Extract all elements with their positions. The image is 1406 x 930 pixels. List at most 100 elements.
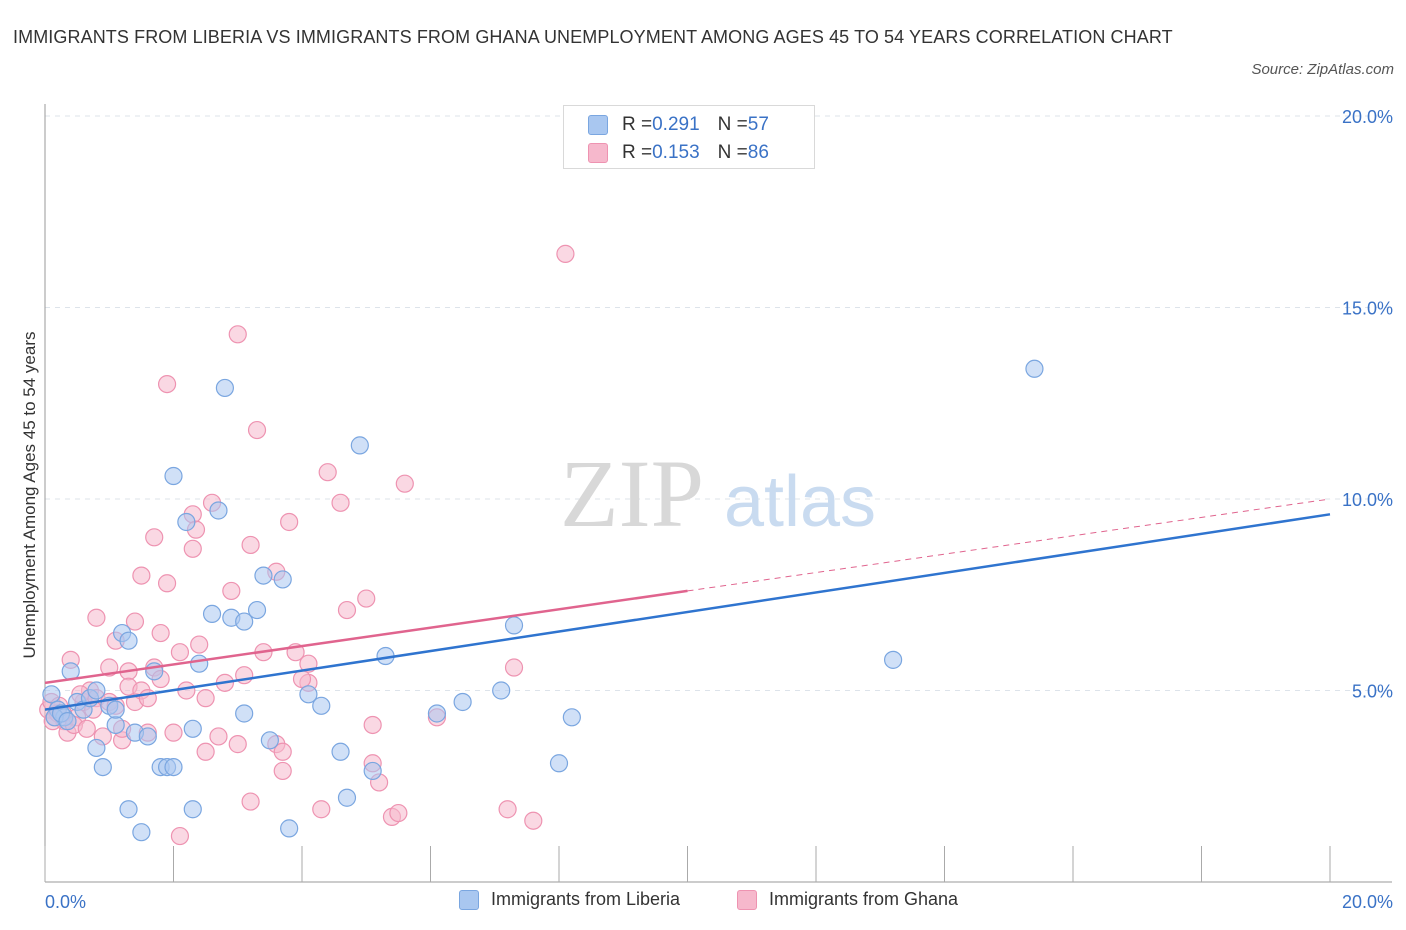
watermark-zip: ZIP: [560, 440, 704, 547]
liberia-point: [312, 696, 331, 715]
ghana-point: [77, 719, 96, 738]
bottom-liberia-label: Immigrants from Liberia: [491, 889, 681, 909]
ghana-point: [331, 493, 350, 512]
axes: [44, 104, 1392, 883]
grid-lines: [45, 115, 1392, 691]
bottom-legend-ghana: Immigrants from Ghana: [737, 889, 958, 910]
trend-lines: [44, 498, 1331, 711]
liberia-point: [350, 436, 369, 455]
ghana-point: [228, 735, 247, 754]
ghana-r-value: 0.153: [652, 142, 700, 163]
ghana-point: [395, 474, 414, 493]
ghana-point: [504, 658, 524, 677]
ghana-point: [292, 669, 312, 689]
ghana-point: [337, 600, 357, 620]
source-label: Source: ZipAtlas.com: [1251, 61, 1394, 78]
ghana-point: [170, 826, 190, 846]
ghana-point: [170, 643, 190, 662]
liberia-point: [138, 727, 157, 746]
liberia-point: [260, 731, 279, 750]
ghana-r-label: R =: [622, 142, 653, 163]
liberia-point: [254, 566, 273, 585]
liberia-point: [202, 604, 222, 624]
ghana-point: [157, 574, 177, 593]
ghana-trend-line: [44, 589, 688, 685]
ghana-trend-extension: [687, 498, 1331, 592]
ghana-point: [241, 792, 260, 811]
liberia-point: [235, 704, 254, 723]
liberia-point: [337, 788, 357, 807]
liberia-point: [58, 712, 77, 731]
liberia-point: [273, 570, 292, 589]
x-tick-label: 0.0%: [45, 892, 86, 912]
liberia-swatch: [588, 115, 608, 135]
liberia-point: [164, 757, 183, 777]
x-tick-label: 20.0%: [1342, 892, 1393, 912]
ghana-point: [190, 635, 209, 654]
ghana-point: [389, 803, 408, 823]
liberia-r-value: 0.291: [652, 114, 700, 135]
ghana-point: [151, 623, 170, 643]
liberia-point: [132, 823, 151, 842]
liberia-n-value: 57: [747, 114, 769, 135]
bottom-liberia-swatch: [459, 889, 479, 910]
ghana-point: [87, 608, 106, 627]
y-tick-label: 15.0%: [1342, 299, 1393, 319]
liberia-point: [106, 700, 125, 719]
ghana-n-label: N =: [717, 142, 748, 163]
ghana-point: [312, 800, 331, 819]
legend-row-ghana: R = 0.153 N = 86: [588, 142, 769, 164]
ghana-point: [273, 742, 292, 761]
liberia-point: [87, 738, 106, 758]
liberia-point: [427, 704, 447, 723]
liberia-point: [119, 800, 138, 819]
liberia-point: [492, 681, 511, 700]
ghana-point: [164, 723, 183, 742]
liberia-point: [164, 466, 183, 486]
liberia-point: [177, 512, 196, 532]
liberia-point: [1025, 359, 1044, 378]
tick-labels: 5.0% 10.0% 15.0% 20.0% 0.0% 20.0%: [45, 107, 1393, 912]
ghana-swatch: [588, 143, 608, 163]
ghana-point: [556, 244, 575, 263]
ghana-n-value: 86: [747, 142, 769, 163]
bottom-legend-liberia: Immigrants from Liberia: [459, 889, 680, 910]
ghana-point: [228, 325, 247, 344]
ghana-point: [196, 689, 215, 708]
ghana-point: [157, 375, 177, 394]
liberia-point: [504, 616, 524, 635]
ghana-point: [280, 512, 299, 532]
liberia-point: [235, 612, 254, 631]
ghana-point: [100, 658, 119, 677]
liberia-point: [93, 757, 112, 777]
liberia-trend-line: [44, 513, 1331, 711]
ghana-point: [498, 800, 517, 819]
ghana-point: [183, 539, 202, 558]
liberia-point: [331, 742, 350, 761]
liberia-point: [190, 654, 209, 673]
ghana-points: [39, 244, 575, 846]
legend-row-liberia: R = 0.291 N = 57: [588, 114, 769, 136]
ghana-point: [524, 811, 543, 830]
watermark: ZIP atlas: [560, 440, 876, 547]
ghana-point: [209, 727, 228, 746]
ghana-point: [318, 463, 337, 482]
liberia-point: [215, 378, 234, 398]
ghana-point: [222, 581, 241, 601]
bottom-ghana-swatch: [737, 889, 757, 910]
chart-title: IMMIGRANTS FROM LIBERIA VS IMMIGRANTS FR…: [13, 27, 1173, 47]
liberia-point: [119, 631, 138, 650]
liberia-point: [453, 692, 472, 712]
liberia-point: [183, 800, 202, 819]
liberia-point: [280, 819, 299, 838]
liberia-point: [183, 719, 202, 738]
ghana-point: [125, 612, 145, 631]
y-tick-label: 10.0%: [1342, 490, 1393, 510]
liberia-n-label: N =: [717, 114, 748, 135]
correlation-legend: R = 0.291 N = 57 R = 0.153 N = 86: [563, 105, 815, 169]
ghana-point: [247, 420, 267, 440]
ghana-point: [177, 681, 196, 700]
liberia-point: [87, 681, 106, 700]
ghana-point: [241, 535, 260, 555]
